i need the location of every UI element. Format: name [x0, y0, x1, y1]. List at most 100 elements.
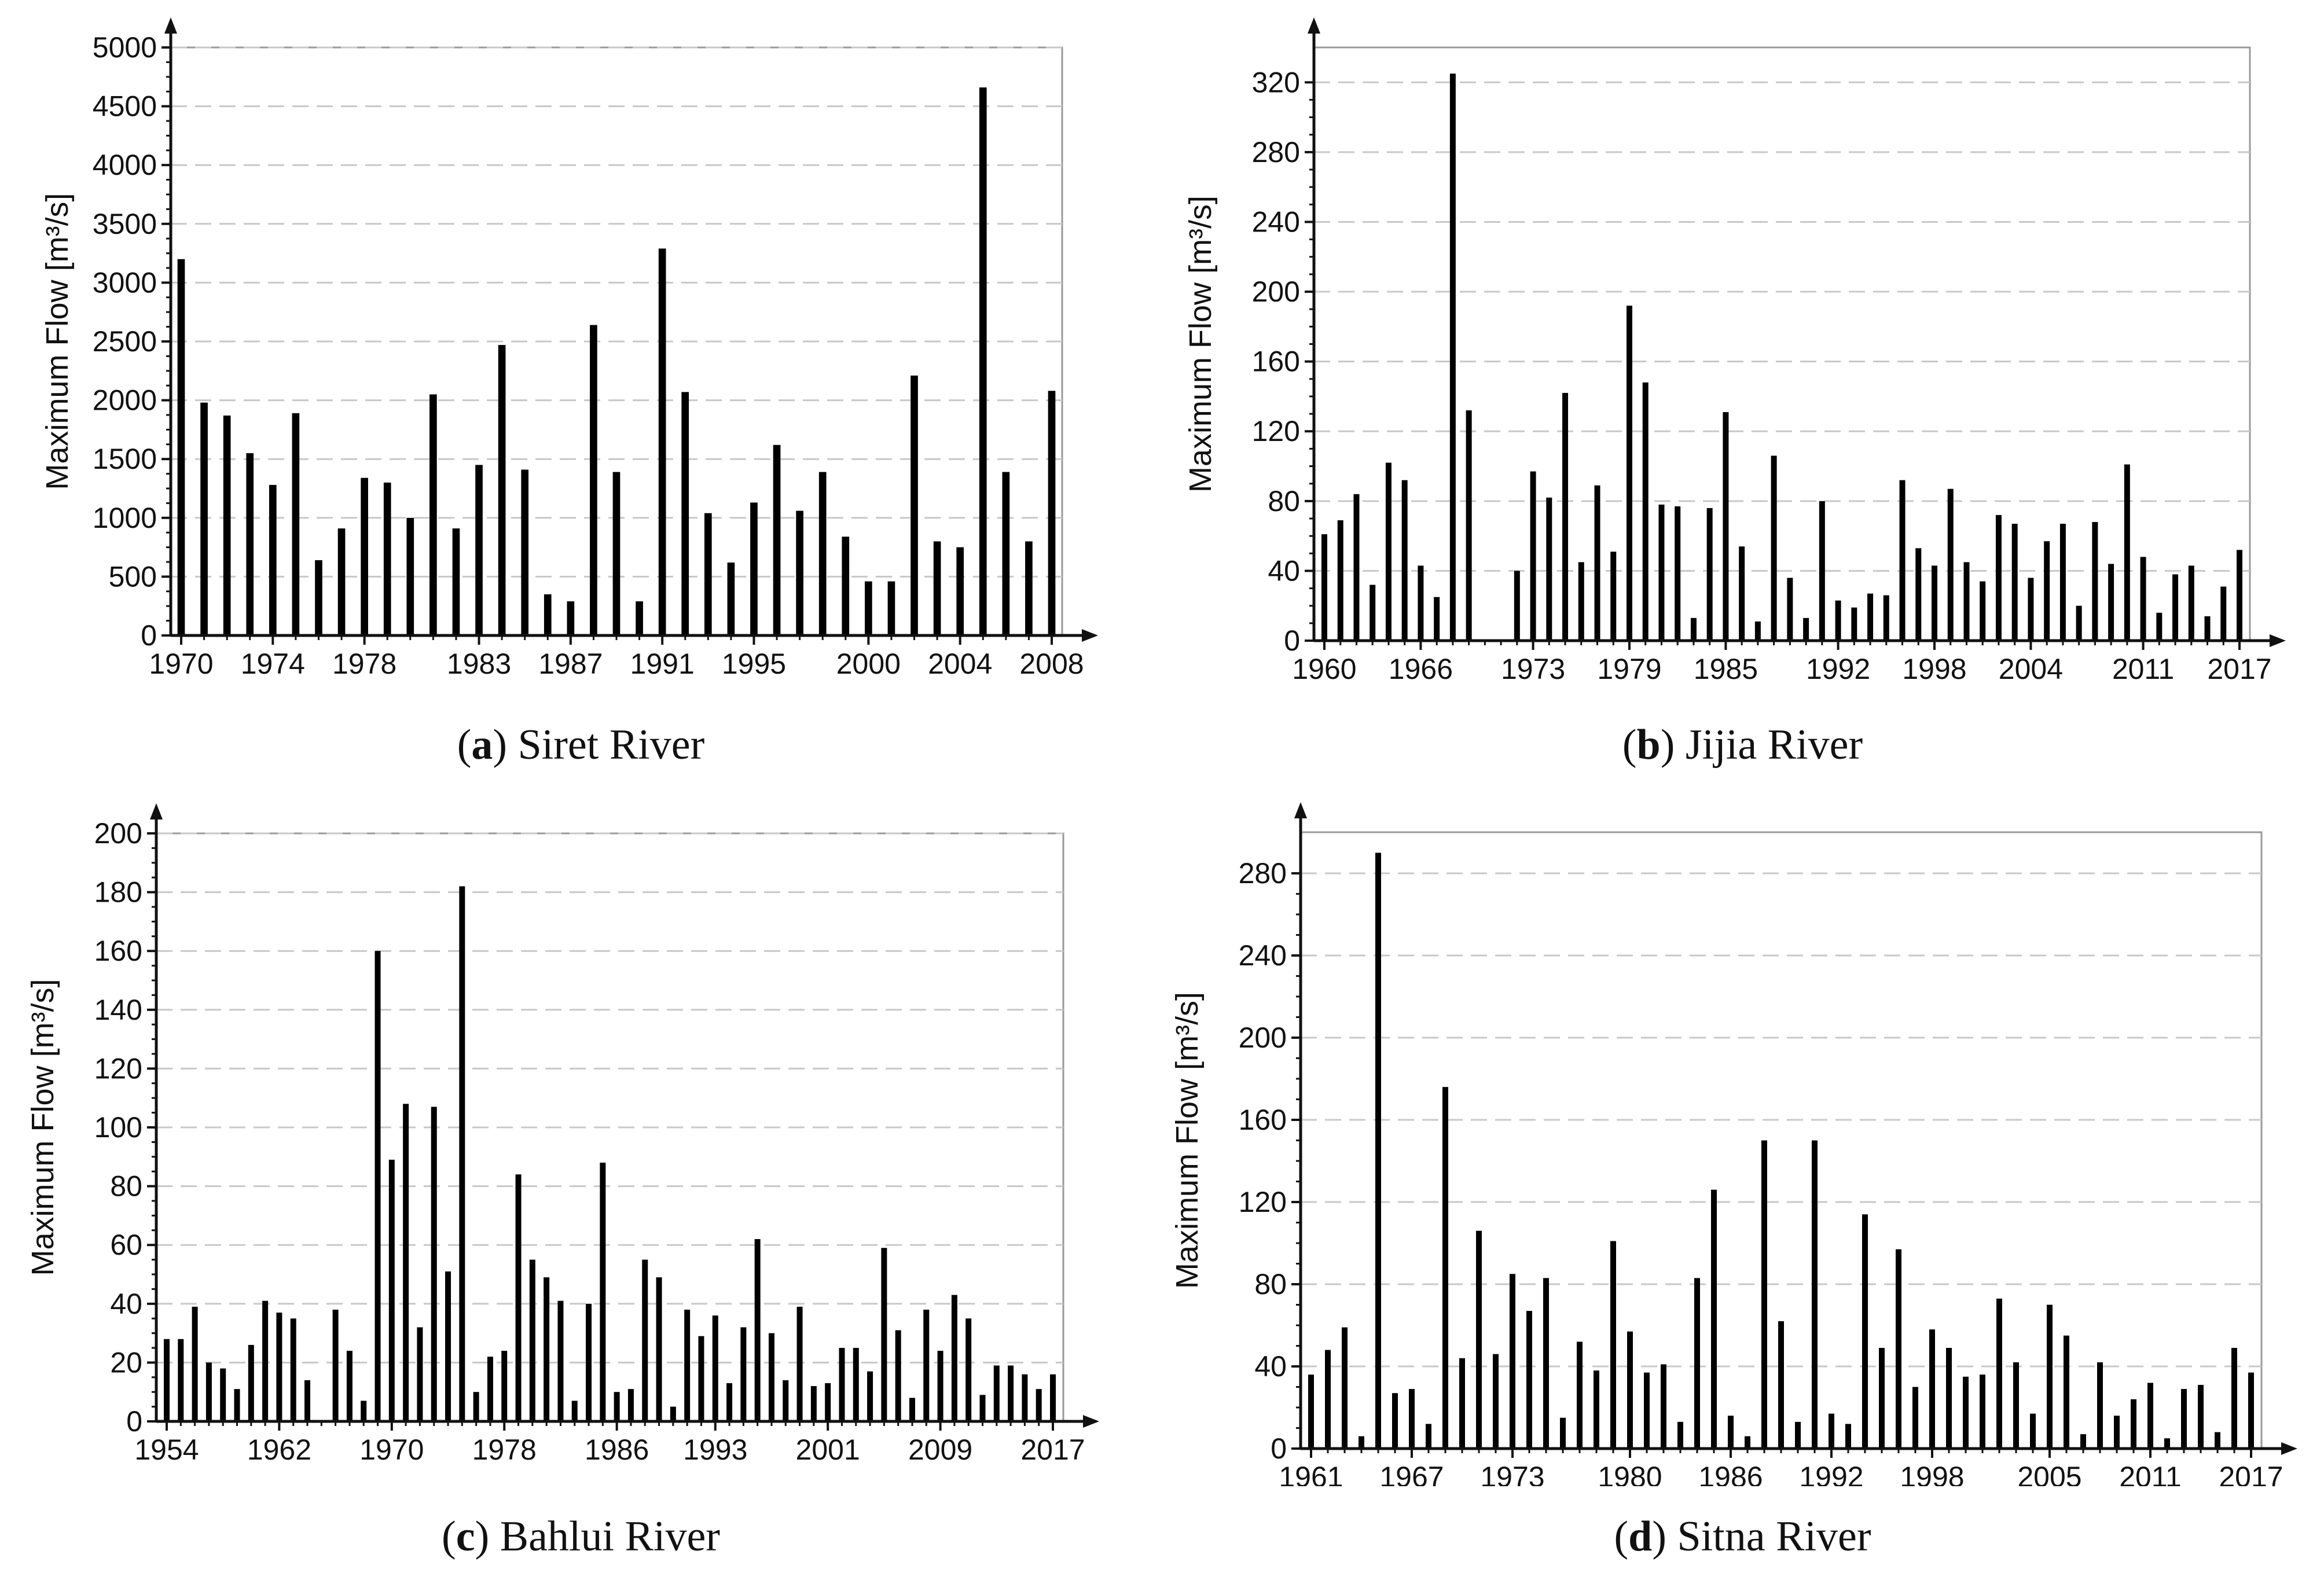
x-tick-label: 2017: [2207, 653, 2271, 685]
bar: [712, 1315, 718, 1421]
x-tick-label: 1970: [149, 648, 213, 680]
y-tick-label: 500: [109, 560, 157, 593]
bar: [192, 1306, 198, 1421]
bar: [452, 528, 460, 635]
y-tick-label: 80: [110, 1170, 142, 1203]
bar: [1321, 534, 1327, 641]
bar: [636, 601, 643, 635]
y-tick-label: 140: [94, 994, 142, 1026]
bar: [2092, 522, 2098, 641]
bar: [2156, 612, 2163, 641]
bar: [178, 1339, 184, 1421]
bar: [346, 1351, 353, 1421]
bar: [754, 1239, 761, 1421]
bar-chart-bahlui: 0 20 40 60 80 100 120 140 160 180 200 1954 1962 1970 1…: [25, 803, 1099, 1466]
bar: [818, 472, 827, 635]
y-tick-label: 120: [1252, 415, 1300, 447]
bar: [1694, 1278, 1700, 1449]
y-axis-arrow: [1308, 17, 1320, 34]
x-tick-label: 1979: [1597, 653, 1661, 685]
bar: [1661, 1364, 1666, 1449]
bar: [670, 1406, 676, 1421]
x-tick-label: 1986: [585, 1434, 649, 1466]
x-tick-label: 1998: [1900, 1461, 1964, 1486]
y-axis-label: Maximum Flow [m³/s]: [25, 979, 60, 1276]
bar: [1658, 504, 1665, 641]
y-tick-label: 0: [1284, 624, 1300, 657]
y-axis-arrow: [1294, 802, 1307, 818]
bar: [2064, 1335, 2069, 1449]
bar: [2013, 1362, 2019, 1449]
bar-chart-jijia: 0 40 80 120 160 200 240 280 320 1960 1966 1973 1979 1…: [1183, 17, 2286, 685]
bar: [292, 413, 300, 635]
bar: [473, 1392, 479, 1421]
bar: [1728, 1416, 1734, 1449]
x-axis-arrow: [1083, 1415, 1099, 1428]
bar: [1929, 1329, 1935, 1449]
bar: [475, 465, 483, 635]
y-tick-label: 160: [1252, 346, 1300, 378]
bar: [1627, 306, 1632, 641]
bar: [2044, 541, 2050, 641]
bar: [429, 394, 437, 635]
bar-chart-siret: 0 500 1000 1500 2000 2500 3000 3500 4000 4500 5000…: [40, 17, 1098, 680]
caption-sitna: (d) Sitna River: [1614, 1513, 1871, 1560]
bar: [2147, 1383, 2153, 1449]
x-tick-label: 2001: [796, 1434, 860, 1466]
y-tick-label: 200: [1252, 275, 1300, 308]
bar: [956, 547, 964, 635]
bar: [1543, 1278, 1549, 1449]
bar: [1022, 1374, 1028, 1421]
bar: [2198, 1384, 2204, 1449]
bar: [361, 1401, 367, 1421]
bar: [783, 1380, 789, 1421]
bar: [1787, 578, 1793, 641]
bar: [887, 581, 895, 635]
bar: [1899, 480, 1906, 641]
bar: [825, 1383, 831, 1421]
x-tick-label: 2000: [836, 648, 901, 680]
bar: [1851, 607, 1857, 641]
bar: [1342, 1327, 1348, 1449]
bar: [1995, 514, 2002, 641]
caption-title: Bahlui River: [500, 1513, 720, 1560]
bar: [1912, 1387, 1918, 1449]
bar: [2028, 578, 2034, 641]
bar: [590, 325, 597, 635]
y-tick-label: 2000: [93, 384, 157, 417]
bar: [979, 1395, 986, 1421]
y-tick-label: 200: [1239, 1021, 1287, 1054]
bar: [1466, 410, 1472, 641]
x-tick-label: 1954: [134, 1434, 199, 1466]
bar: [810, 1386, 817, 1421]
bar: [2131, 1399, 2136, 1449]
bar-chart-sitna: 0 40 80 120 160 200 240 280 1961 1967 1973 1980 1986…: [1170, 802, 2297, 1486]
bar: [1392, 1393, 1398, 1449]
x-tick-label: 1980: [1598, 1461, 1662, 1486]
bar: [200, 402, 208, 635]
bar: [1947, 488, 1954, 641]
bar: [1803, 618, 1809, 641]
bar: [1896, 1249, 1901, 1449]
bar: [865, 581, 872, 635]
bar: [1008, 1365, 1014, 1421]
bar: [993, 1365, 1000, 1421]
y-tick-label: 280: [1252, 136, 1300, 168]
bar: [431, 1107, 437, 1421]
bar: [164, 1339, 170, 1421]
bar: [498, 345, 506, 635]
y-tick-label: 3500: [93, 208, 157, 240]
bar: [1308, 1374, 1314, 1449]
bar: [1385, 462, 1392, 641]
bar: [1677, 1421, 1683, 1449]
bar: [2076, 605, 2082, 641]
bar: [2124, 464, 2130, 641]
x-tick-label: 1962: [247, 1434, 311, 1466]
bar: [1932, 565, 1937, 641]
bar: [1771, 455, 1777, 641]
y-tick-label: 3000: [93, 266, 157, 299]
bar: [2220, 586, 2227, 641]
bar: [262, 1300, 269, 1421]
y-tick-label: 2500: [93, 325, 157, 358]
bars: [177, 87, 1056, 635]
